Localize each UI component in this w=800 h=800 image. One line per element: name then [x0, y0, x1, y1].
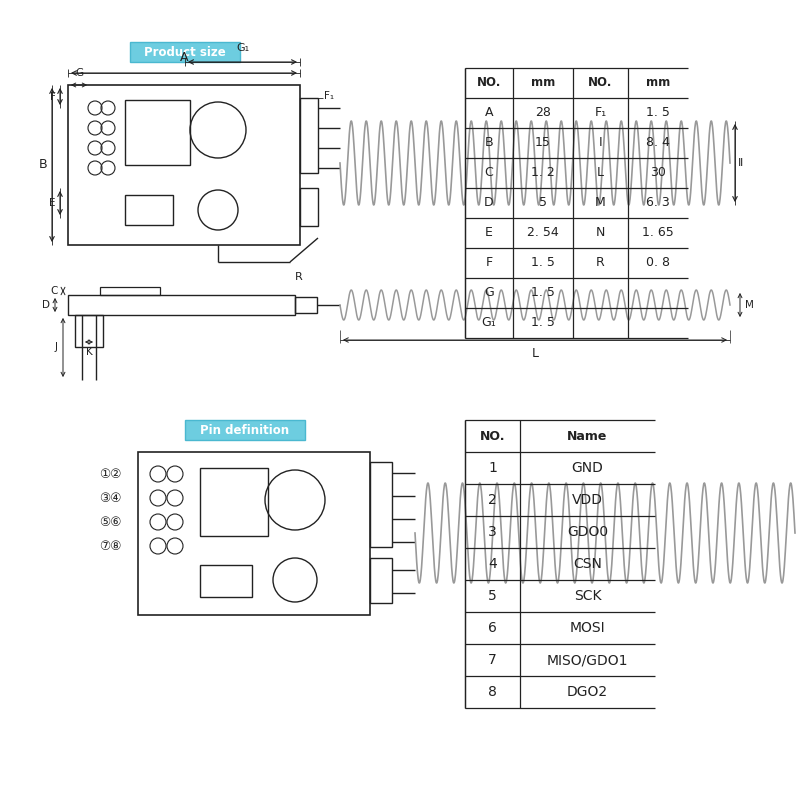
Text: A: A [485, 106, 494, 119]
Text: G: G [75, 68, 83, 78]
Bar [125, 195, 173, 225]
Text: 6: 6 [488, 621, 497, 635]
Text: D: D [42, 300, 50, 310]
Text: F: F [486, 257, 493, 270]
Text: ①②: ①② [98, 467, 122, 481]
Text: 7: 7 [488, 653, 497, 667]
Text: R: R [295, 272, 302, 282]
Text: VDD: VDD [572, 493, 603, 507]
Text: 28: 28 [535, 106, 551, 119]
Bar [300, 98, 318, 173]
Text: 3: 3 [488, 525, 497, 539]
Text: E: E [485, 226, 493, 239]
Text: DGO2: DGO2 [567, 685, 608, 699]
Text: 1: 1 [488, 461, 497, 475]
Text: A: A [180, 51, 188, 64]
Text: 1. 5: 1. 5 [646, 106, 670, 119]
FancyBboxPatch shape [185, 420, 305, 440]
Text: E: E [50, 198, 56, 208]
Text: F: F [50, 91, 56, 102]
Text: ⑦⑧: ⑦⑧ [98, 539, 122, 553]
Bar [295, 297, 317, 313]
Text: 2: 2 [488, 493, 497, 507]
Text: CSN: CSN [573, 557, 602, 571]
Text: N: N [596, 226, 605, 239]
Text: M: M [745, 300, 754, 310]
Text: NO.: NO. [480, 430, 506, 442]
Text: M: M [595, 197, 606, 210]
Text: Pin definition: Pin definition [201, 423, 290, 437]
Bar [300, 188, 318, 226]
Text: G: G [484, 286, 494, 299]
Bar [200, 468, 268, 536]
Text: 30: 30 [650, 166, 666, 179]
Text: D: D [484, 197, 494, 210]
Text: 4: 4 [488, 557, 497, 571]
Bar [200, 565, 252, 597]
Text: L: L [531, 347, 538, 360]
Text: 5: 5 [539, 197, 547, 210]
Text: Product size: Product size [144, 46, 226, 58]
Bar [100, 287, 160, 295]
Text: C: C [50, 286, 58, 296]
Bar [68, 295, 295, 315]
Bar [68, 85, 300, 245]
Text: 8: 8 [488, 685, 497, 699]
FancyBboxPatch shape [130, 42, 240, 62]
Text: 1. 5: 1. 5 [531, 317, 555, 330]
Text: ③④: ③④ [98, 491, 122, 505]
Text: mm: mm [531, 77, 555, 90]
Text: 8. 4: 8. 4 [646, 137, 670, 150]
Text: I: I [598, 137, 602, 150]
Text: ⑤⑥: ⑤⑥ [98, 515, 122, 529]
Text: Name: Name [567, 430, 608, 442]
Bar [75, 315, 103, 347]
Bar [125, 100, 190, 165]
Text: 1. 2: 1. 2 [531, 166, 555, 179]
Text: 15: 15 [535, 137, 551, 150]
Text: F₁: F₁ [324, 91, 334, 101]
Text: K: K [86, 347, 92, 357]
Text: 1. 65: 1. 65 [642, 226, 674, 239]
Text: 6. 3: 6. 3 [646, 197, 670, 210]
Text: MISO/GDO1: MISO/GDO1 [546, 653, 628, 667]
Text: 5: 5 [488, 589, 497, 603]
Text: MOSI: MOSI [570, 621, 606, 635]
Text: GND: GND [571, 461, 603, 475]
Text: R: R [596, 257, 605, 270]
Text: NO.: NO. [477, 77, 501, 90]
Text: B: B [38, 158, 47, 171]
Text: F₁: F₁ [594, 106, 606, 119]
Bar [370, 462, 392, 547]
Text: C: C [485, 166, 494, 179]
Text: GDO0: GDO0 [567, 525, 608, 539]
Text: L: L [597, 166, 604, 179]
Text: I: I [738, 158, 742, 168]
Text: B: B [485, 137, 494, 150]
Text: 2. 54: 2. 54 [527, 226, 559, 239]
Text: NO.: NO. [588, 77, 613, 90]
Text: 0. 8: 0. 8 [646, 257, 670, 270]
Text: I: I [740, 158, 743, 168]
Text: 1. 5: 1. 5 [531, 286, 555, 299]
Text: J: J [55, 342, 58, 353]
Bar [370, 558, 392, 603]
Bar [138, 452, 370, 615]
Text: 1. 5: 1. 5 [531, 257, 555, 270]
Text: G₁: G₁ [236, 43, 249, 53]
Text: G₁: G₁ [482, 317, 496, 330]
Text: SCK: SCK [574, 589, 602, 603]
Text: mm: mm [646, 77, 670, 90]
